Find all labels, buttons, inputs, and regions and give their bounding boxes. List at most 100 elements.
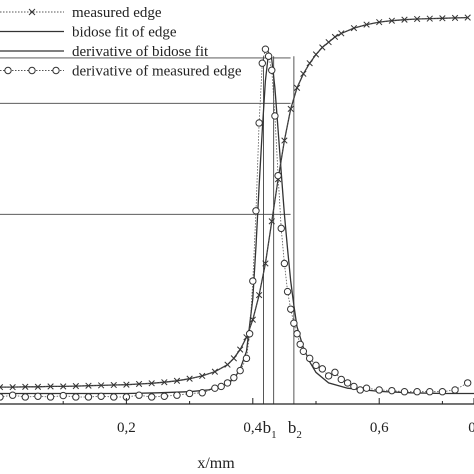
measured-edge-point — [331, 33, 339, 41]
measured-edge-point — [300, 70, 307, 77]
derivative-measured-point — [8, 391, 17, 399]
measured-edge-point — [148, 380, 155, 387]
measured-edge-point — [224, 361, 231, 368]
derivative-measured-point — [312, 361, 320, 370]
legend-entry-4: derivative of measured edge — [0, 64, 242, 80]
series-measured-edge-line — [0, 17, 468, 388]
legend-marker-o — [28, 66, 36, 75]
derivative-measured-point — [46, 393, 55, 401]
derivative-measured-point — [426, 388, 434, 396]
measured-edge-point — [293, 84, 301, 91]
measured-edge-point — [319, 44, 326, 51]
derivative-measured-point — [400, 388, 409, 396]
derivative-measured-point — [375, 386, 383, 394]
measured-edge-point — [110, 381, 117, 389]
measured-edge-point — [268, 218, 275, 225]
legend-label-2: bidose fit of edge — [72, 25, 177, 41]
derivative-measured-point — [318, 365, 327, 373]
derivative-measured-point — [160, 392, 169, 400]
measured-edge-point — [388, 17, 395, 24]
measured-edge-point — [464, 14, 471, 21]
derivative-measured-point — [249, 277, 257, 285]
measured-edge-point — [401, 16, 408, 23]
derivative-measured-point — [34, 392, 42, 400]
x-tick-label-2: 0,4 — [243, 420, 262, 436]
legend-label-1: measured edge — [72, 5, 162, 21]
plot-area — [0, 14, 474, 404]
derivative-measured-point — [350, 382, 358, 391]
measured-edge-point — [85, 382, 92, 389]
annotation-label-1: b1 — [263, 418, 277, 441]
legend-label-3: derivative of bidose fit — [72, 44, 209, 60]
measured-edge-point — [255, 291, 263, 299]
derivative-measured-point — [356, 386, 364, 394]
derivative-measured-point — [261, 45, 270, 53]
measured-edge-point — [161, 379, 168, 386]
derivative-measured-point — [362, 384, 371, 392]
derivative-measured-point — [245, 330, 254, 338]
derivative-measured-point — [268, 66, 276, 74]
measured-edge-point — [135, 380, 143, 388]
measured-edge-point — [281, 137, 288, 144]
derivative-measured-point — [343, 379, 352, 387]
measured-edge-point — [186, 375, 193, 382]
derivative-measured-point — [255, 119, 263, 127]
derivative-measured-point — [283, 287, 292, 296]
derivative-measured-point — [21, 393, 29, 401]
derivative-measured-point — [293, 330, 301, 338]
derivative-measured-point — [185, 389, 194, 398]
measured-edge-point — [237, 346, 244, 353]
derivative-measured-point — [299, 347, 308, 356]
measured-edge-point — [451, 14, 459, 22]
derivative-measured-point — [242, 354, 251, 363]
derivative-measured-point — [217, 382, 225, 391]
derivative-measured-point — [147, 393, 156, 401]
measured-edge-point — [230, 355, 237, 362]
measured-edge-point — [312, 51, 320, 58]
measured-edge-point — [306, 60, 313, 67]
x-tick-label-3: 0,6 — [370, 420, 389, 436]
measured-edge-point — [249, 316, 256, 323]
derivative-measured-point — [413, 388, 421, 396]
measured-edge-point — [287, 105, 294, 113]
derivative-measured-point — [287, 305, 295, 313]
measured-edge-point — [0, 383, 4, 391]
series-derivative-fit-line — [0, 50, 474, 395]
x-tick-label-1: 0,2 — [117, 420, 136, 436]
derivative-measured-point — [264, 52, 273, 60]
derivative-measured-point — [337, 375, 345, 384]
measured-edge-point — [123, 381, 130, 388]
derivative-measured-point — [252, 207, 260, 215]
legend-marker-x — [28, 8, 36, 16]
derivative-measured-point — [324, 372, 333, 380]
derivative-measured-point — [230, 373, 238, 382]
derivative-measured-point — [280, 259, 289, 268]
legend-entry-3: derivative of bidose fit — [0, 44, 209, 60]
legend-entry-1: measured edge — [0, 5, 162, 21]
measured-edge-point — [60, 383, 67, 390]
derivative-measured-point — [296, 340, 304, 348]
derivative-measured-point — [72, 393, 80, 401]
derivative-measured-point — [258, 59, 266, 67]
legend: measured edge bidose fit of edge derivativ… — [0, 5, 242, 80]
derivative-measured-point — [236, 366, 244, 375]
legend-entry-2: bidose fit of edge — [0, 25, 177, 41]
measured-edge-point — [376, 18, 383, 26]
derivative-measured-point — [223, 379, 232, 387]
series-derivative-measured-line — [0, 47, 468, 398]
derivative-measured-point — [173, 391, 181, 399]
measured-edge-point — [363, 21, 370, 28]
derivative-measured-point — [271, 112, 279, 120]
derivative-measured-point — [290, 319, 298, 327]
axes: 0,2 0,4 0,6 0 b1 b2 — [0, 398, 474, 441]
measured-edge-point — [413, 15, 421, 23]
derivative-measured-point — [451, 386, 459, 394]
measured-edge-point — [262, 260, 269, 267]
derivative-measured-point — [198, 389, 206, 397]
measured-edge-point — [34, 383, 42, 390]
derivative-measured-point — [135, 391, 143, 399]
measured-edge-point — [199, 372, 206, 380]
measured-edge-point — [426, 15, 433, 22]
measured-edge-point — [22, 383, 29, 390]
